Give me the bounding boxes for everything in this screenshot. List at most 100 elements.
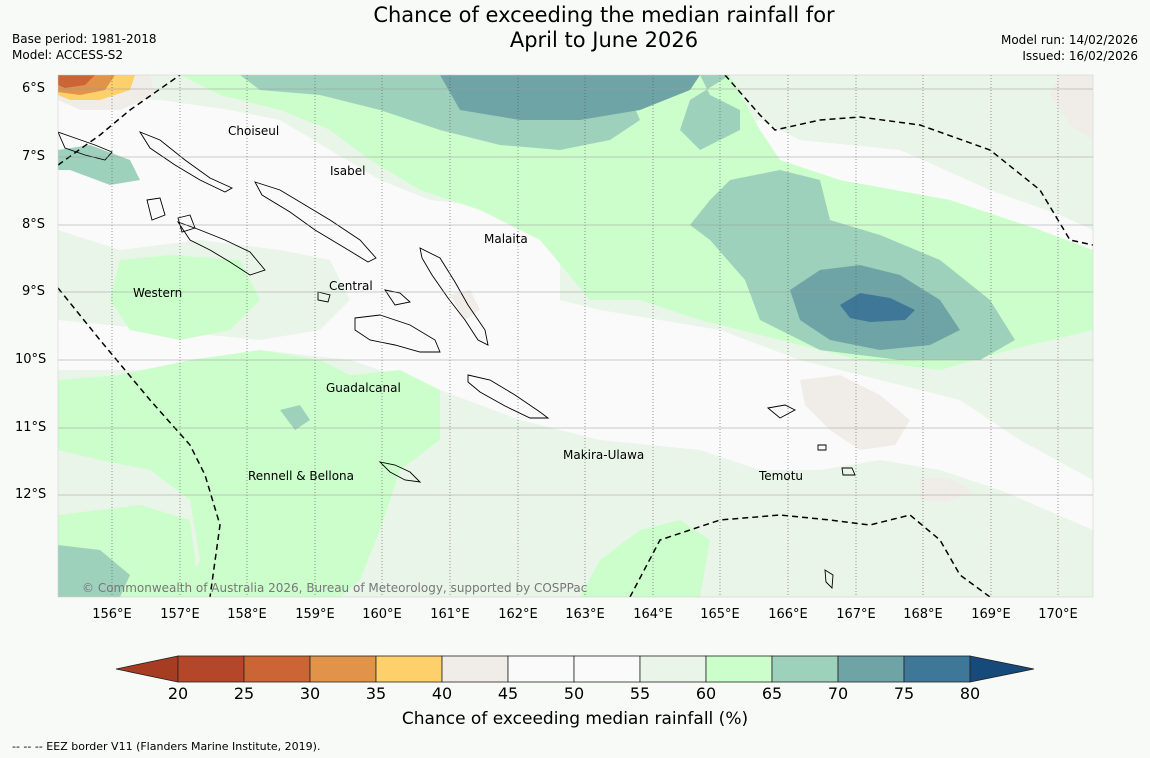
lat-label-8s: 8°S xyxy=(22,217,46,232)
cb-tick-55: 55 xyxy=(629,684,651,703)
field-65-70-patch xyxy=(280,405,310,430)
eez-west xyxy=(58,287,221,597)
islands xyxy=(58,131,856,590)
lon-label-161: 161°E xyxy=(430,607,470,622)
cb-tick-50: 50 xyxy=(563,684,585,703)
cb-tick-30: 30 xyxy=(299,684,321,703)
island-makira xyxy=(467,374,550,419)
region-isabel: Isabel xyxy=(330,164,365,178)
lon-label-170: 170°E xyxy=(1038,607,1078,622)
field-25-30-northwest xyxy=(58,75,95,88)
lon-label-166: 166°E xyxy=(768,607,808,622)
cb-tick-20: 20 xyxy=(167,684,189,703)
lon-label-168: 168°E xyxy=(903,607,943,622)
model-run: Model run: 14/02/2026 xyxy=(1000,33,1138,47)
island-vanikoro xyxy=(841,467,856,476)
lon-label-165: 165°E xyxy=(700,607,740,622)
colorbar-bin-25-30 xyxy=(243,655,311,683)
graticule xyxy=(111,75,1059,597)
cb-tick-60: 60 xyxy=(695,684,717,703)
cb-tick-70: 70 xyxy=(827,684,849,703)
island-isabel xyxy=(254,181,377,263)
cb-tick-45: 45 xyxy=(497,684,519,703)
issued-date: Issued: 16/02/2026 xyxy=(1022,49,1138,63)
field-70-75-north xyxy=(440,75,700,120)
colorbar-bin-35-40 xyxy=(375,655,443,683)
lat-label-11s: 11°S xyxy=(15,420,47,435)
lat-label-7s: 7°S xyxy=(22,149,46,164)
field-40-45-northeast xyxy=(1050,75,1093,140)
cb-tick-25: 25 xyxy=(233,684,255,703)
region-central: Central xyxy=(329,279,373,293)
field-60-65-southwest xyxy=(58,350,440,597)
lon-label-164: 164°E xyxy=(633,607,673,622)
field-60-65-west xyxy=(110,255,260,340)
field-40-45-center xyxy=(450,290,480,320)
cb-tick-80: 80 xyxy=(959,684,981,703)
lon-label-162: 162°E xyxy=(498,607,538,622)
region-rennell-bellona: Rennell & Bellona xyxy=(248,469,354,483)
colorbar-bin-75-80 xyxy=(903,655,971,683)
region-labels: Choiseul Isabel Malaita Western Central … xyxy=(133,124,803,483)
copyright-text: © Commonwealth of Australia 2026, Bureau… xyxy=(82,581,587,595)
map-fields: Choiseul Isabel Malaita Western Central … xyxy=(58,75,1093,597)
island-choiseul xyxy=(138,131,233,193)
colorbar-bin-45-50 xyxy=(507,655,575,683)
island-malaita xyxy=(419,247,489,346)
field-65-70-west-patch xyxy=(58,145,140,185)
map-title: Chance of exceeding the median rainfall … xyxy=(300,3,908,53)
title-line-2: April to June 2026 xyxy=(509,28,699,52)
colorbar-bin-65-70 xyxy=(771,655,839,683)
field-75-80-east xyxy=(840,293,915,322)
colorbar-high-extend xyxy=(969,655,1035,683)
island-bougainville xyxy=(58,131,113,161)
colorbar-bin-20-25 xyxy=(177,655,245,683)
lon-label-159: 159°E xyxy=(295,607,335,622)
lon-label-158: 158°E xyxy=(227,607,267,622)
cb-tick-75: 75 xyxy=(893,684,915,703)
model-name: Model: ACCESS-S2 xyxy=(12,48,124,62)
island-kolombangara xyxy=(177,214,196,233)
field-60-65-south-center xyxy=(580,520,710,597)
lon-label-160: 160°E xyxy=(362,607,402,622)
colorbar-bin-40-45 xyxy=(441,655,509,683)
eez-border xyxy=(58,75,1093,597)
lon-label-169: 169°E xyxy=(971,607,1011,622)
meta-right: Model run: 14/02/2026 Issued: 16/02/2026 xyxy=(1001,32,1138,64)
cb-tick-40: 40 xyxy=(431,684,453,703)
island-russell xyxy=(317,291,331,303)
base-period: Base period: 1981-2018 xyxy=(12,32,157,46)
colorbar xyxy=(115,655,1035,683)
region-guadalcanal: Guadalcanal xyxy=(326,381,401,395)
region-makira-ulawa: Makira-Ulawa xyxy=(563,448,644,462)
map-frame xyxy=(57,74,1094,598)
field-65-70-southwest xyxy=(58,545,130,597)
lat-label-6s: 6°S xyxy=(22,81,46,96)
lat-label-9s: 9°S xyxy=(22,284,46,299)
lat-lines xyxy=(58,88,1093,496)
field-40-45-southeast xyxy=(920,478,975,502)
colorbar-bin-60-65 xyxy=(705,655,773,683)
region-malaita: Malaita xyxy=(484,232,528,246)
field-40-45-east xyxy=(800,375,910,450)
region-choiseul: Choiseul xyxy=(228,124,279,138)
region-temotu: Temotu xyxy=(758,469,803,483)
island-vella-lavella xyxy=(146,197,166,221)
lon-label-157: 157°E xyxy=(160,607,200,622)
island-utupua xyxy=(817,444,827,451)
colorbar-low-extend xyxy=(115,655,179,683)
lat-label-10s: 10°S xyxy=(15,352,47,367)
lat-label-12s: 12°S xyxy=(15,487,47,502)
island-tikopia xyxy=(824,569,834,590)
lon-label-167: 167°E xyxy=(836,607,876,622)
island-rennell xyxy=(378,461,422,483)
cb-tick-35: 35 xyxy=(365,684,387,703)
region-western: Western xyxy=(133,286,182,300)
lon-label-163: 163°E xyxy=(565,607,605,622)
island-new-georgia xyxy=(176,221,266,276)
colorbar-bin-55-60 xyxy=(639,655,707,683)
island-guadalcanal xyxy=(354,314,441,353)
eez-north-east xyxy=(724,75,1093,246)
eez-north-west xyxy=(58,75,181,166)
